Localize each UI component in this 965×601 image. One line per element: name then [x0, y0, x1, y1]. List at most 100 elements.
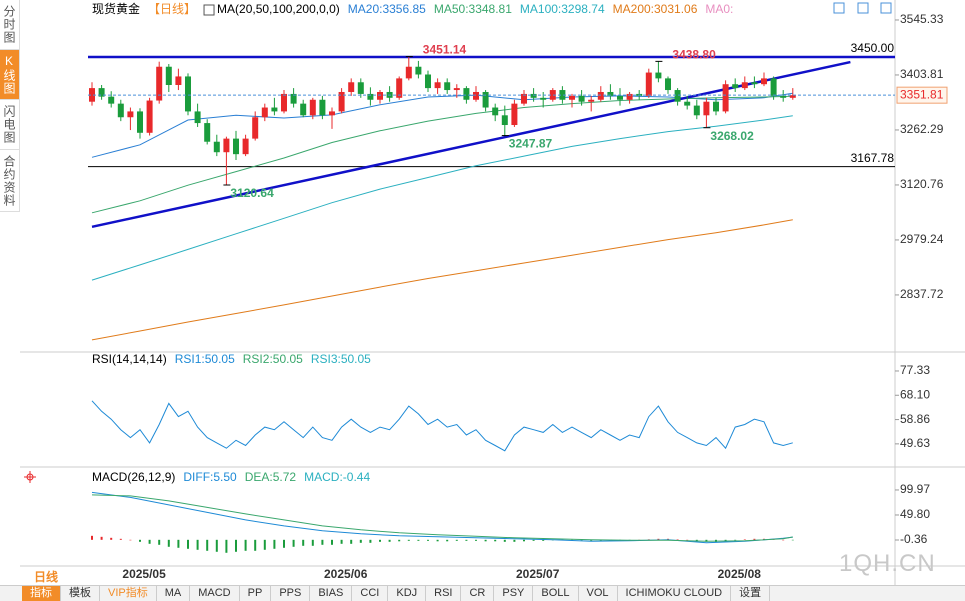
- macd-line: [91, 491, 793, 544]
- icon[interactable]: [833, 2, 845, 14]
- indicator-tab[interactable]: PP: [240, 586, 272, 601]
- macd-bar: [273, 539, 276, 549]
- candle-body: [693, 105, 700, 116]
- macd-bar: [417, 539, 420, 541]
- macd-bar: [369, 539, 372, 543]
- legend-entry: MA20:3356.85: [348, 2, 426, 16]
- legend-entry: MA50:3348.81: [434, 2, 512, 16]
- candle-body: [329, 111, 335, 116]
- sidebar-tab[interactable]: 闪电图: [0, 100, 19, 150]
- indicator-tab[interactable]: VOL: [579, 586, 618, 601]
- legend-entry: RSI(14,14,14): [92, 352, 167, 366]
- macd-bar: [388, 539, 391, 542]
- settings-icon[interactable]: [24, 471, 36, 483]
- candle-body: [761, 78, 767, 85]
- candle-body: [665, 78, 671, 91]
- legend-entry: MA0:: [705, 2, 733, 16]
- candle-body: [108, 96, 115, 104]
- toolbar-icons: [833, 2, 892, 14]
- candle-body: [501, 115, 508, 126]
- icon: [203, 4, 215, 16]
- y-tick-label: -0.36: [900, 532, 928, 546]
- y-tick-label: 3403.81: [900, 67, 944, 81]
- macd-line: [91, 494, 793, 542]
- candle-body: [473, 91, 479, 100]
- candle-body: [626, 93, 633, 100]
- sidebar: 分时图 K线图 闪电图 合约资料: [0, 0, 20, 212]
- sidebar-tab[interactable]: K线图: [0, 50, 19, 100]
- ma-line: [91, 115, 793, 281]
- legend-entry: MA100:3298.74: [520, 2, 605, 16]
- candle-body: [741, 82, 748, 89]
- macd-bar: [791, 539, 794, 541]
- indicator-tab[interactable]: CR: [461, 586, 495, 601]
- indicator-tab[interactable]: 设置: [731, 586, 771, 601]
- candle-body: [453, 88, 460, 91]
- macd-bar: [254, 539, 257, 551]
- candle-body: [367, 93, 374, 100]
- candle-body: [578, 95, 585, 102]
- macd-bar: [311, 539, 314, 546]
- indicator-tab[interactable]: 模板: [61, 586, 100, 601]
- indicator-tab[interactable]: RSI: [426, 586, 462, 601]
- sidebar-tab[interactable]: 合约资料: [0, 150, 19, 212]
- indicator-tab[interactable]: BOLL: [533, 586, 579, 601]
- macd-bar: [302, 539, 305, 546]
- indicator-tab[interactable]: PSY: [494, 586, 534, 601]
- indicator-tab[interactable]: BIAS: [310, 586, 353, 601]
- indicator-tab[interactable]: VIP指标: [100, 586, 157, 601]
- candle-body: [252, 117, 259, 139]
- candle-body: [146, 100, 153, 133]
- indicator-tab[interactable]: KDJ: [388, 586, 427, 601]
- high-label: 3438.80: [672, 48, 716, 62]
- macd-bar: [244, 539, 247, 551]
- candle-body: [645, 72, 652, 96]
- candle-body: [300, 103, 307, 116]
- macd-bar: [398, 539, 401, 542]
- indicator-tab[interactable]: 指标: [22, 586, 61, 601]
- candle-body: [213, 141, 220, 153]
- legend-entry: 【日线】: [148, 2, 196, 16]
- candle-body: [415, 66, 422, 75]
- candle-body: [492, 107, 499, 116]
- indicator-tab[interactable]: ICHIMOKU CLOUD: [618, 586, 732, 601]
- indicator-tab[interactable]: MA: [157, 586, 191, 601]
- icon[interactable]: [857, 2, 869, 14]
- x-tick-label: 2025/05: [122, 567, 166, 581]
- candle-body: [271, 107, 278, 112]
- macd-bar: [657, 538, 660, 540]
- candle-body: [703, 101, 710, 116]
- candle-body: [722, 84, 729, 112]
- level-label: 3450.00: [851, 41, 895, 55]
- legend-entry: MA(20,50,100,200,0,0): [217, 2, 340, 16]
- candle-body: [194, 111, 201, 124]
- macd-bar: [196, 539, 199, 550]
- macd-bar: [379, 539, 381, 542]
- indicator-tab[interactable]: PPS: [271, 586, 311, 601]
- macd-bar: [686, 539, 689, 541]
- candle-body: [780, 95, 787, 98]
- icon[interactable]: [880, 2, 892, 14]
- period-selector[interactable]: 日线: [34, 570, 59, 584]
- macd-bar: [590, 539, 593, 541]
- indicator-tab[interactable]: CCI: [352, 586, 389, 601]
- sidebar-tab[interactable]: 分时图: [0, 0, 19, 50]
- candle-body: [357, 82, 364, 94]
- macd-bar: [225, 539, 228, 553]
- x-tick-label: 2025/07: [516, 567, 560, 581]
- candle-body: [607, 91, 614, 96]
- legend-entry: RSI1:50.05: [175, 352, 235, 366]
- level-label: 3167.78: [851, 151, 895, 165]
- candle-body: [281, 93, 287, 112]
- macd-bar: [695, 539, 698, 541]
- ma-line: [91, 219, 793, 341]
- y-tick-label: 68.10: [900, 387, 930, 401]
- macd-bar: [542, 539, 545, 541]
- macd-bar: [734, 539, 737, 541]
- legend-entry: DIFF:5.50: [183, 470, 237, 484]
- candle-body: [290, 93, 297, 104]
- candle-body: [127, 111, 134, 118]
- last-price-label: 3351.81: [900, 87, 944, 101]
- indicator-tab[interactable]: MACD: [190, 586, 240, 601]
- rsi-line: [91, 400, 793, 452]
